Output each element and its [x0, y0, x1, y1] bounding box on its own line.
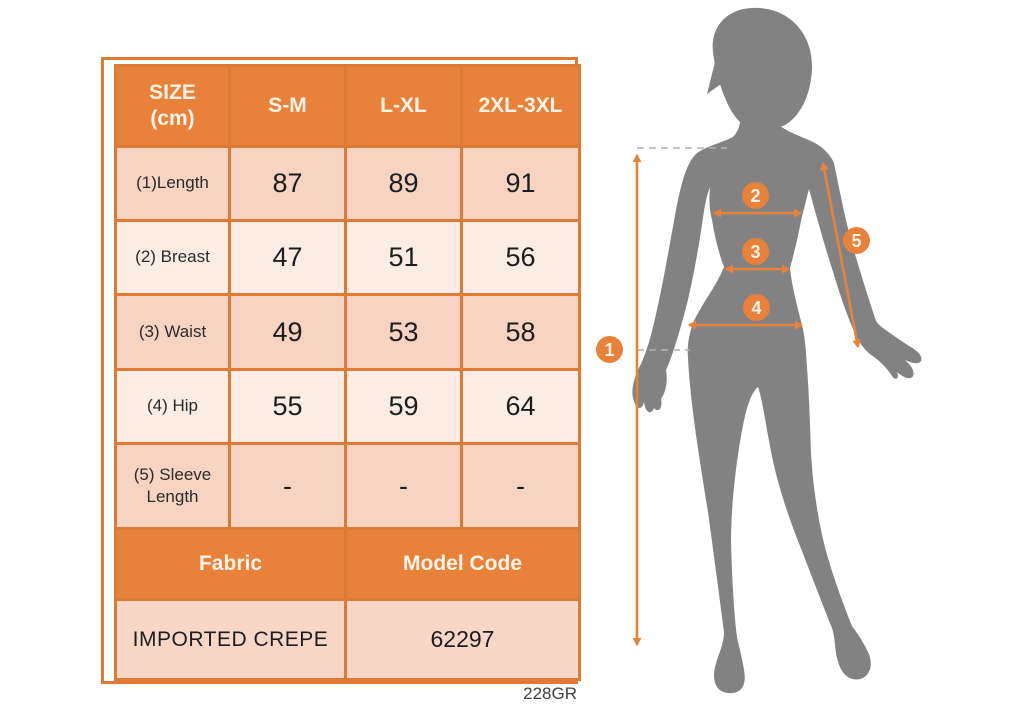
breast-value-lxl: 51 [344, 219, 463, 296]
row-label-length: (1)Length [114, 145, 231, 222]
sleeve-value-2xl: - [460, 442, 581, 530]
measurement-marker-3: 3 [742, 238, 769, 265]
size-table-header-row: SIZE (cm) S-M L-XL 2XL-3XL [114, 64, 581, 148]
model-code-header-cell: Model Code [344, 527, 581, 601]
table-row-length: (1)Length 87 89 91 [114, 145, 581, 222]
table-row-sleeve-length: (5) Sleeve Length - - - [114, 442, 581, 530]
table-row-hip: (4) Hip 55 59 64 [114, 368, 581, 445]
measurement-marker-5: 5 [843, 227, 870, 254]
size-table: SIZE (cm) S-M L-XL 2XL-3XL (1)Length 87 … [114, 64, 581, 681]
table-row-waist: (3) Waist 49 53 58 [114, 293, 581, 371]
hip-value-2xl: 64 [460, 368, 581, 445]
fabric-value-cell: IMPORTED CREPE [114, 598, 347, 681]
column-header-s-m: S-M [228, 64, 347, 148]
size-header-line1: SIZE [149, 80, 196, 104]
row-label-hip: (4) Hip [114, 368, 231, 445]
fabric-header-cell: Fabric [114, 527, 347, 601]
column-header-l-xl: L-XL [344, 64, 463, 148]
measurement-marker-4: 4 [743, 294, 770, 321]
measurement-marker-1: 1 [596, 336, 623, 363]
weight-footnote: 228GR [523, 684, 577, 703]
table-row-breast: (2) Breast 47 51 56 [114, 219, 581, 296]
size-cm-header-cell: SIZE (cm) [114, 64, 231, 148]
row-label-waist: (3) Waist [114, 293, 231, 371]
size-header-line2: (cm) [150, 107, 195, 130]
length-value-lxl: 89 [344, 145, 463, 222]
length-value-2xl: 91 [460, 145, 581, 222]
breast-value-sm: 47 [228, 219, 347, 296]
measurement-marker-2: 2 [742, 182, 769, 209]
sleeve-value-lxl: - [344, 442, 463, 530]
waist-value-2xl: 58 [460, 293, 581, 371]
length-value-sm: 87 [228, 145, 347, 222]
row-label-sleeve-length: (5) Sleeve Length [114, 442, 231, 530]
info-values-row: IMPORTED CREPE 62297 [114, 598, 581, 681]
waist-value-lxl: 53 [344, 293, 463, 371]
waist-value-sm: 49 [228, 293, 347, 371]
row-label-breast: (2) Breast [114, 219, 231, 296]
model-code-value-cell: 62297 [344, 598, 581, 681]
column-header-2xl-3xl: 2XL-3XL [460, 64, 581, 148]
body-measurement-diagram [632, 7, 922, 694]
sleeve-measurement-arrow [819, 162, 862, 348]
info-header-row: Fabric Model Code [114, 527, 581, 601]
sleeve-value-sm: - [228, 442, 347, 530]
hip-value-sm: 55 [228, 368, 347, 445]
breast-value-2xl: 56 [460, 219, 581, 296]
hip-value-lxl: 59 [344, 368, 463, 445]
